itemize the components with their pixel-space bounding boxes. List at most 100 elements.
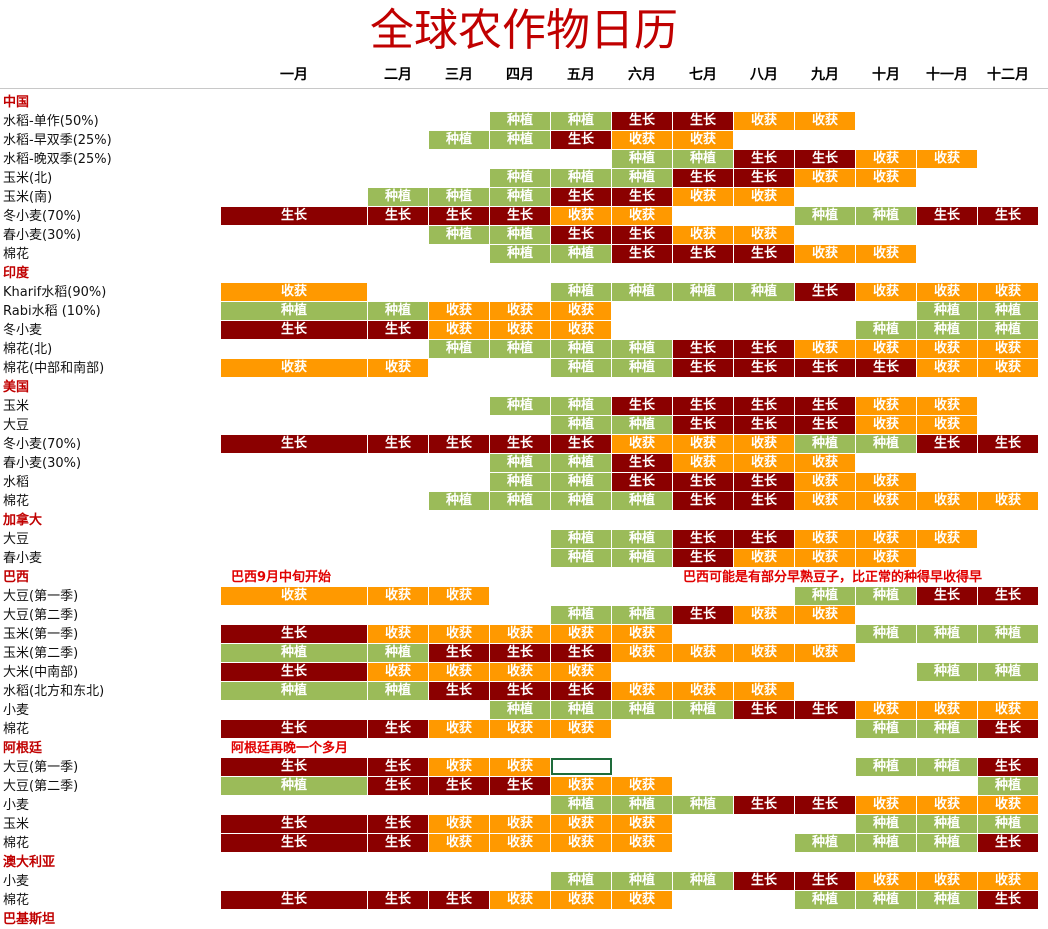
stage-cell[interactable]: 收获 [917, 796, 977, 814]
stage-cell[interactable]: 收获 [856, 169, 916, 187]
stage-cell[interactable]: 收获 [734, 188, 794, 206]
stage-cell[interactable]: 种植 [917, 758, 977, 776]
stage-cell[interactable]: 收获 [551, 663, 611, 681]
stage-cell[interactable]: 收获 [795, 112, 855, 130]
stage-cell[interactable]: 种植 [673, 796, 733, 814]
stage-cell[interactable]: 生长 [551, 226, 611, 244]
stage-cell[interactable]: 生长 [429, 207, 489, 225]
stage-cell[interactable]: 收获 [673, 454, 733, 472]
stage-cell[interactable]: 收获 [429, 302, 489, 320]
stage-cell[interactable]: 生长 [734, 359, 794, 377]
stage-cell[interactable]: 种植 [917, 815, 977, 833]
stage-cell[interactable]: 种植 [612, 150, 672, 168]
stage-cell[interactable]: 收获 [429, 720, 489, 738]
stage-cell[interactable]: 收获 [917, 150, 977, 168]
stage-cell[interactable]: 生长 [734, 397, 794, 415]
stage-cell[interactable]: 收获 [734, 112, 794, 130]
selected-cell[interactable] [551, 758, 612, 775]
stage-cell[interactable]: 种植 [856, 834, 916, 852]
stage-cell[interactable]: 生长 [221, 834, 367, 852]
stage-cell[interactable]: 收获 [612, 682, 672, 700]
stage-cell[interactable]: 收获 [856, 397, 916, 415]
stage-cell[interactable]: 收获 [673, 226, 733, 244]
stage-cell[interactable]: 收获 [795, 492, 855, 510]
stage-cell[interactable]: 种植 [795, 435, 855, 453]
stage-cell[interactable]: 生长 [734, 416, 794, 434]
country-label[interactable]: 印度 [3, 266, 30, 281]
stage-cell[interactable]: 生长 [673, 169, 733, 187]
stage-cell[interactable]: 种植 [612, 872, 672, 890]
stage-cell[interactable]: 生长 [221, 207, 367, 225]
stage-cell[interactable]: 收获 [551, 834, 611, 852]
stage-cell[interactable]: 种植 [856, 891, 916, 909]
stage-cell[interactable]: 收获 [612, 777, 672, 795]
stage-cell[interactable]: 种植 [917, 834, 977, 852]
stage-cell[interactable]: 生长 [368, 207, 428, 225]
stage-cell[interactable]: 收获 [673, 188, 733, 206]
stage-cell[interactable]: 收获 [490, 815, 550, 833]
stage-cell[interactable]: 种植 [368, 188, 428, 206]
stage-cell[interactable]: 生长 [551, 682, 611, 700]
stage-cell[interactable]: 收获 [551, 625, 611, 643]
stage-cell[interactable]: 生长 [673, 530, 733, 548]
stage-cell[interactable]: 生长 [368, 891, 428, 909]
stage-cell[interactable]: 收获 [429, 758, 489, 776]
crop-label[interactable]: 玉米 [3, 817, 30, 832]
stage-cell[interactable]: 收获 [978, 872, 1038, 890]
stage-cell[interactable]: 生长 [734, 701, 794, 719]
stage-cell[interactable]: 种植 [978, 663, 1038, 681]
crop-label[interactable]: 大豆(第一季) [3, 760, 79, 775]
stage-cell[interactable]: 种植 [612, 701, 672, 719]
stage-cell[interactable]: 种植 [978, 302, 1038, 320]
stage-cell[interactable]: 收获 [856, 245, 916, 263]
stage-cell[interactable]: 生长 [429, 644, 489, 662]
stage-cell[interactable]: 生长 [490, 644, 550, 662]
stage-cell[interactable]: 种植 [795, 891, 855, 909]
stage-cell[interactable]: 收获 [795, 473, 855, 491]
stage-cell[interactable]: 收获 [551, 720, 611, 738]
stage-cell[interactable]: 收获 [490, 625, 550, 643]
stage-cell[interactable]: 生长 [978, 207, 1038, 225]
stage-cell[interactable]: 收获 [429, 834, 489, 852]
crop-label[interactable]: 棉花(北) [3, 342, 53, 357]
stage-cell[interactable]: 生长 [673, 340, 733, 358]
annotation-note[interactable]: 巴西可能是有部分早熟豆子，比正常的种得早收得早 [683, 570, 983, 585]
stage-cell[interactable]: 收获 [429, 587, 489, 605]
stage-cell[interactable]: 种植 [978, 625, 1038, 643]
stage-cell[interactable]: 种植 [612, 549, 672, 567]
stage-cell[interactable]: 种植 [490, 169, 550, 187]
stage-cell[interactable]: 生长 [551, 188, 611, 206]
stage-cell[interactable]: 收获 [368, 359, 428, 377]
stage-cell[interactable]: 种植 [978, 815, 1038, 833]
stage-cell[interactable]: 生长 [795, 150, 855, 168]
stage-cell[interactable]: 收获 [673, 682, 733, 700]
stage-cell[interactable]: 生长 [917, 207, 977, 225]
crop-label[interactable]: 大豆(第一季) [3, 589, 79, 604]
stage-cell[interactable]: 种植 [612, 530, 672, 548]
stage-cell[interactable]: 生长 [490, 435, 550, 453]
stage-cell[interactable]: 收获 [795, 530, 855, 548]
stage-cell[interactable]: 生长 [612, 473, 672, 491]
stage-cell[interactable]: 种植 [795, 834, 855, 852]
crop-label[interactable]: 玉米(第一季) [3, 627, 79, 642]
stage-cell[interactable]: 收获 [734, 606, 794, 624]
stage-cell[interactable]: 生长 [551, 644, 611, 662]
stage-cell[interactable]: 生长 [734, 530, 794, 548]
stage-cell[interactable]: 生长 [795, 283, 855, 301]
stage-cell[interactable]: 种植 [551, 549, 611, 567]
country-label[interactable]: 巴西 [3, 570, 30, 585]
crop-label[interactable]: 大米(中南部) [3, 665, 79, 680]
stage-cell[interactable]: 种植 [917, 663, 977, 681]
stage-cell[interactable]: 生长 [795, 872, 855, 890]
stage-cell[interactable]: 种植 [551, 701, 611, 719]
stage-cell[interactable]: 生长 [734, 492, 794, 510]
stage-cell[interactable]: 收获 [856, 796, 916, 814]
stage-cell[interactable]: 生长 [673, 397, 733, 415]
stage-cell[interactable]: 收获 [856, 701, 916, 719]
crop-label[interactable]: 棉花 [3, 836, 30, 851]
stage-cell[interactable]: 收获 [490, 834, 550, 852]
stage-cell[interactable]: 收获 [490, 321, 550, 339]
stage-cell[interactable]: 生长 [612, 226, 672, 244]
stage-cell[interactable]: 收获 [490, 302, 550, 320]
stage-cell[interactable]: 生长 [673, 112, 733, 130]
